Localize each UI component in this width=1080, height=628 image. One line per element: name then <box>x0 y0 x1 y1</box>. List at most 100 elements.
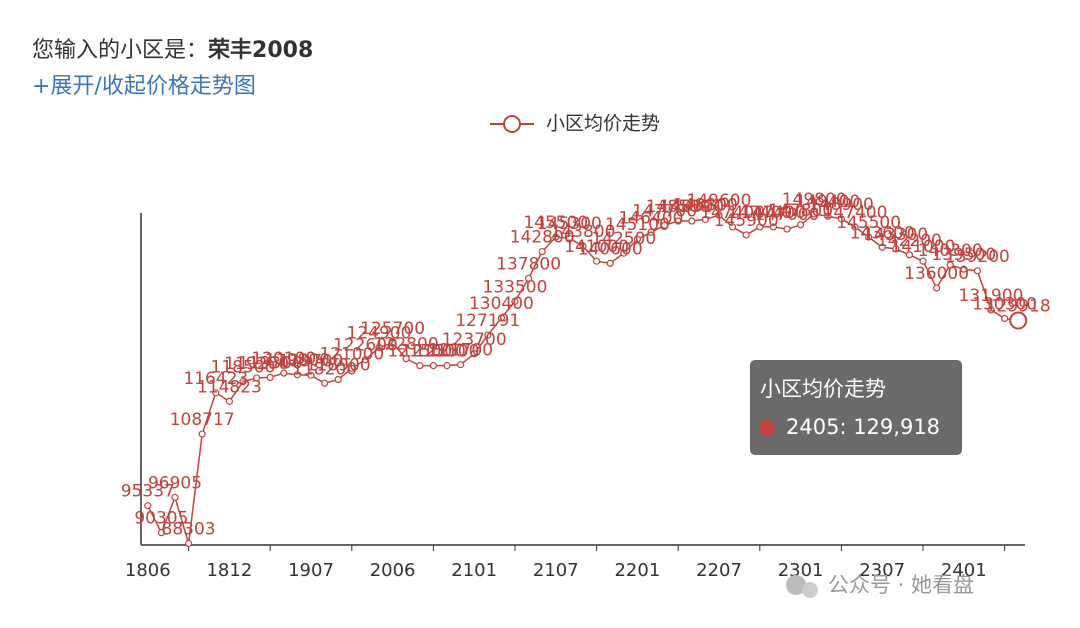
point <box>973 267 982 275</box>
data-label: 147800 <box>768 201 833 221</box>
data-label: 149400 <box>795 192 860 212</box>
data-label: 120100 <box>251 349 316 369</box>
point <box>443 362 451 370</box>
point <box>307 371 315 379</box>
point <box>280 369 288 377</box>
x-tick-label: 1806 <box>125 560 171 581</box>
point <box>592 257 601 265</box>
data-label: 121000 <box>319 344 384 364</box>
point <box>864 233 873 241</box>
point <box>878 243 886 251</box>
point <box>429 362 437 370</box>
point <box>892 245 900 253</box>
data-label: 143600 <box>850 223 915 243</box>
point <box>457 360 465 369</box>
point <box>565 234 574 242</box>
point <box>484 331 492 339</box>
point <box>769 223 778 231</box>
data-label: 119800 <box>265 351 330 371</box>
data-label: 149800 <box>782 190 847 210</box>
data-label: 121700 <box>428 341 493 361</box>
data-label: 122600 <box>333 336 398 356</box>
point <box>524 274 533 282</box>
x-tick-label: 2401 <box>941 560 987 581</box>
data-label: 118900 <box>306 356 371 376</box>
point <box>416 362 424 370</box>
point <box>783 225 791 233</box>
point <box>674 217 682 225</box>
data-label: 147400 <box>823 203 888 223</box>
tooltip-box <box>750 360 962 455</box>
point <box>334 375 342 384</box>
prompt-line: 您输入的小区是：荣丰2008 <box>32 32 313 64</box>
data-label: 121500 <box>401 342 466 362</box>
point <box>742 231 750 239</box>
data-label: 121500 <box>415 342 480 362</box>
point <box>212 389 220 397</box>
data-label: 90305 <box>134 509 188 529</box>
x-tick-label: 1907 <box>288 560 334 581</box>
point <box>987 306 995 314</box>
data-label: 147000 <box>755 205 820 225</box>
toggle-link[interactable]: +展开/收起价格走势图 <box>32 74 256 99</box>
point <box>375 343 383 352</box>
data-label: 139500 <box>931 245 996 265</box>
data-label: 147400 <box>700 203 765 223</box>
point <box>348 364 356 372</box>
tooltip: 小区均价走势 2405: 129,918 <box>750 360 962 455</box>
data-label: 108717 <box>170 410 235 430</box>
data-label: 118200 <box>292 359 357 379</box>
data-label: 139200 <box>945 247 1010 267</box>
point <box>1000 314 1009 323</box>
point <box>837 215 846 223</box>
data-label: 133500 <box>483 277 548 297</box>
data-label: 146400 <box>619 208 684 228</box>
data-label: 140300 <box>918 241 983 261</box>
point <box>266 373 274 381</box>
point <box>497 314 505 322</box>
point <box>225 397 233 405</box>
data-label: 140600 <box>578 239 643 259</box>
data-label: 147700 <box>632 201 697 221</box>
prompt: 您输入的小区是： <box>32 38 209 63</box>
data-label: 127191 <box>455 311 520 331</box>
data-label: 114823 <box>197 377 262 397</box>
data-label: 141000 <box>564 237 629 257</box>
x-tick-label: 2006 <box>370 560 416 581</box>
point <box>824 212 832 220</box>
data-label: 118500 <box>211 358 276 378</box>
point <box>810 210 818 218</box>
data-label: 123700 <box>442 330 507 350</box>
data-label: 131900 <box>959 286 1024 306</box>
point <box>144 502 152 510</box>
point <box>851 223 859 231</box>
data-label: 143800 <box>551 222 616 242</box>
point <box>579 242 587 250</box>
data-label: 119700 <box>279 351 344 371</box>
point <box>293 371 301 379</box>
data-label: 147400 <box>727 203 792 223</box>
data-label: 149600 <box>687 191 752 211</box>
data-label: 145100 <box>605 215 670 235</box>
watermark: 公众号 · 她看盘 <box>828 573 974 597</box>
x-tick-label: 2207 <box>696 560 742 581</box>
tooltip-title: 小区均价走势 <box>760 377 886 401</box>
data-label: 122800 <box>374 335 439 355</box>
legend-symbol <box>503 115 521 133</box>
point <box>171 493 179 501</box>
x-tick-label: 2201 <box>614 560 660 581</box>
data-label: 143300 <box>863 225 928 245</box>
point <box>538 247 546 256</box>
point <box>402 355 410 363</box>
data-label: 88303 <box>162 519 216 539</box>
legend-label: 小区均价走势 <box>546 113 660 135</box>
x-tick-label: 2101 <box>451 560 497 581</box>
point <box>552 233 560 241</box>
point <box>946 261 954 269</box>
point <box>361 356 369 364</box>
point <box>728 223 737 231</box>
point <box>701 215 710 224</box>
point <box>905 251 914 259</box>
x-tick-label: 2301 <box>778 560 824 581</box>
